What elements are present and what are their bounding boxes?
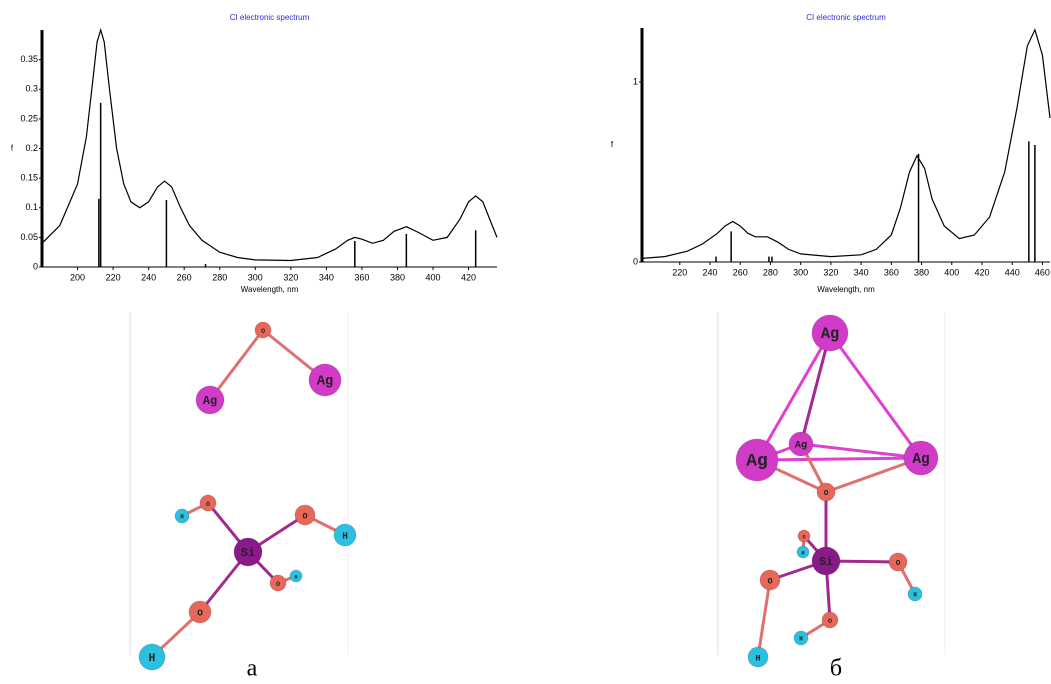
- x-tick-label: 300: [793, 267, 808, 277]
- atom-label: O: [828, 618, 832, 626]
- atom-label: Si: [819, 555, 833, 569]
- x-tick-label: 300: [248, 272, 263, 282]
- atom-label: O: [206, 501, 210, 509]
- x-tick-label: 280: [212, 272, 227, 282]
- atom-label: O: [302, 511, 307, 521]
- atom-label: O: [896, 560, 901, 568]
- atom-label: O: [802, 534, 805, 540]
- atom-label: Si: [241, 546, 255, 560]
- bond: [758, 580, 770, 657]
- atom-label: H: [801, 550, 804, 556]
- atom-label: Ag: [203, 394, 217, 408]
- y-tick-label: 0: [33, 261, 38, 271]
- atom-label: Ag: [795, 441, 807, 452]
- x-tick-label: 260: [177, 272, 192, 282]
- atom-label: H: [342, 530, 348, 541]
- y-tick-label: 0.1: [25, 202, 38, 212]
- x-tick-label: 440: [1005, 267, 1020, 277]
- spectrum-curve: [642, 30, 1050, 259]
- atom-label: Ag: [317, 375, 333, 390]
- atom-label: O: [197, 607, 203, 618]
- atom-label: H: [180, 514, 184, 521]
- bond: [801, 444, 921, 458]
- x-tick-label: 320: [823, 267, 838, 277]
- x-tick-label: 240: [702, 267, 717, 277]
- chart-title: CI electronic spectrum: [806, 13, 886, 22]
- atom-label: H: [799, 636, 803, 643]
- x-axis-label: Wavelength, nm: [817, 285, 875, 294]
- x-tick-label: 460: [1035, 267, 1050, 277]
- x-tick-label: 420: [461, 272, 476, 282]
- x-axis-label: Wavelength, nm: [241, 285, 299, 294]
- x-tick-label: 220: [106, 272, 121, 282]
- atom-label: Ag: [912, 452, 929, 468]
- atom-label: Ag: [821, 325, 839, 343]
- atom-label: Ag: [746, 452, 767, 472]
- y-tick-label: 1: [633, 76, 638, 86]
- x-tick-label: 200: [70, 272, 85, 282]
- atom-label: H: [149, 653, 156, 665]
- atom-label: O: [824, 490, 829, 498]
- x-tick-label: 380: [914, 267, 929, 277]
- x-tick-label: 240: [141, 272, 156, 282]
- x-tick-label: 340: [319, 272, 334, 282]
- molecules: O Ag Ag Si O O O O H H H H Ag Ag Ag Ag O Si O O O O H H H H: [139, 315, 938, 670]
- y-tick-label: 0.25: [20, 113, 38, 123]
- x-tick-label: 420: [974, 267, 989, 277]
- chart-title: CI electronic spectrum: [230, 13, 310, 22]
- x-tick-label: 400: [944, 267, 959, 277]
- y-tick-label: 0.3: [25, 84, 38, 94]
- atom-label: O: [767, 576, 772, 586]
- x-tick-label: 220: [672, 267, 687, 277]
- x-tick-label: 260: [733, 267, 748, 277]
- spectrum-curve: [42, 30, 497, 261]
- x-tick-label: 360: [354, 272, 369, 282]
- atom-label: O: [261, 328, 265, 336]
- caption: б: [830, 656, 842, 682]
- x-tick-label: 380: [390, 272, 405, 282]
- y-axis-label: f: [611, 140, 614, 149]
- x-tick-label: 340: [854, 267, 869, 277]
- y-tick-label: 0: [633, 256, 638, 266]
- atom-label: H: [913, 592, 917, 599]
- x-tick-label: 320: [283, 272, 298, 282]
- bond: [830, 333, 921, 458]
- figure: O Ag Ag Si O O O O H H H H Ag Ag Ag Ag O Si O O O O H H H H а б C…: [0, 0, 1051, 684]
- atom-label: H: [294, 574, 297, 580]
- x-tick-label: 400: [426, 272, 441, 282]
- x-tick-label: 280: [763, 267, 778, 277]
- y-tick-label: 0.15: [20, 173, 38, 183]
- caption: а: [247, 656, 258, 682]
- atom-label: H: [755, 653, 760, 663]
- atom-label: O: [276, 581, 280, 589]
- bond: [757, 458, 921, 460]
- y-axis-label: f: [11, 144, 14, 153]
- x-tick-label: 360: [884, 267, 899, 277]
- y-tick-label: 0.35: [20, 54, 38, 64]
- y-tick-label: 0.05: [20, 232, 38, 242]
- y-tick-label: 0.2: [25, 143, 38, 153]
